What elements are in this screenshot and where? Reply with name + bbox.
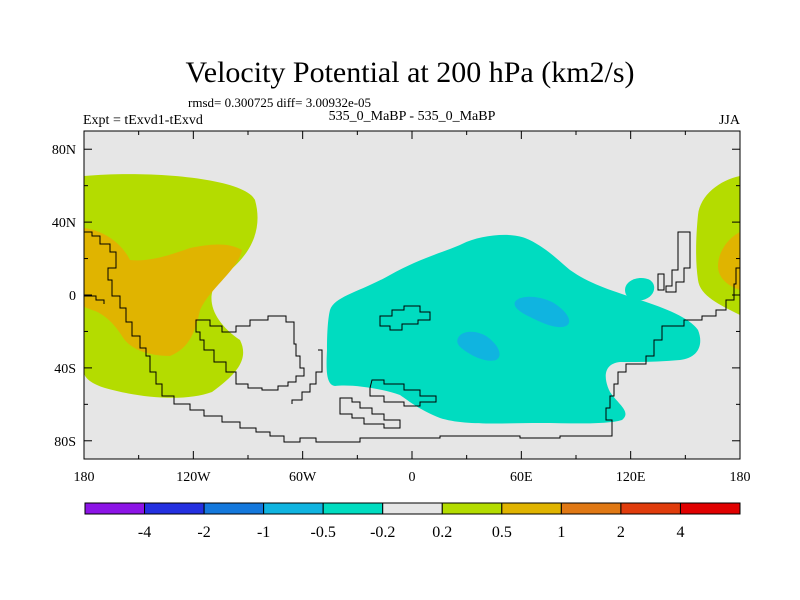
colorbar-label: 0.5 (492, 524, 512, 541)
y-tick-label: 80N (52, 143, 76, 158)
central-negative-region (326, 234, 701, 424)
coastline-eastern-arc (665, 231, 691, 293)
colorbar-label: -1 (257, 524, 270, 541)
colorbar-swatch (263, 502, 324, 515)
chart-title: Velocity Potential at 200 hPa (km2/s) (185, 56, 634, 89)
y-tick-label: 40S (54, 362, 76, 377)
colorbar-label: -0.2 (370, 524, 395, 541)
x-tick-label: 120W (176, 470, 211, 485)
colorbar-label: 4 (676, 524, 684, 541)
colorbar-swatch (382, 502, 443, 515)
west-positive-inner-region (84, 228, 242, 356)
x-tick-label: 180 (730, 470, 751, 485)
coastline-small-island-east (657, 273, 665, 291)
x-tick-label: 60E (510, 470, 533, 485)
colorbar-swatch (560, 502, 622, 515)
stats-label: rmsd= 0.300725 diff= 3.00932e-05 (188, 95, 371, 110)
colorbar-label: -0.5 (311, 524, 336, 541)
colorbar-swatch (620, 502, 681, 515)
x-tick-label: 60W (289, 470, 317, 485)
coastline-west-continent (84, 231, 740, 443)
map-plot-area (83, 130, 741, 460)
colorbar-label: 2 (617, 524, 625, 541)
colorbar-label: 1 (557, 524, 565, 541)
y-axis: 80N 40N 0 40S 80S (52, 143, 740, 450)
y-tick-label: 0 (69, 289, 76, 304)
x-axis: 180 120W 60W 0 60E 120E 180 (74, 131, 751, 485)
coastlines (84, 231, 740, 443)
colorbar-swatch (203, 502, 265, 515)
season-label: JJA (719, 113, 741, 128)
colorbar-swatch (501, 502, 562, 515)
negative-core-region-1 (514, 296, 570, 328)
x-tick-label: 0 (409, 470, 416, 485)
x-tick-label: 120E (616, 470, 646, 485)
negative-core-region-2 (457, 331, 500, 361)
coastline-middle-peninsula (195, 315, 305, 391)
colorbar-swatch (679, 502, 741, 515)
colorbar-label: -4 (138, 524, 151, 541)
coastline-central-islands (379, 305, 431, 331)
coastline-north-west-edge (84, 295, 105, 304)
x-tick-label: 180 (74, 470, 95, 485)
coastline-island-chain (291, 349, 323, 404)
colorbar-swatch (84, 502, 146, 515)
y-tick-label: 80S (54, 435, 76, 450)
coastline-south-peninsula (339, 397, 401, 429)
colorbar-label: -2 (197, 524, 210, 541)
colorbar-swatch (322, 502, 384, 515)
case-label: 535_0_MaBP - 535_0_MaBP (329, 109, 496, 124)
east-edge-positive-inner-region (718, 232, 740, 290)
coastline-lower-island (369, 379, 437, 407)
y-tick-label: 40N (52, 216, 76, 231)
experiment-label: Expt = tExvd1-tExvd (83, 113, 203, 128)
colorbar: -4 -2 -1 -0.5 -0.2 0.2 0.5 1 2 4 (84, 502, 741, 541)
colorbar-swatch (441, 502, 503, 515)
pacific-negative-blob (625, 278, 655, 301)
colorbar-swatch (144, 502, 205, 515)
colorbar-label: 0.2 (432, 524, 452, 541)
